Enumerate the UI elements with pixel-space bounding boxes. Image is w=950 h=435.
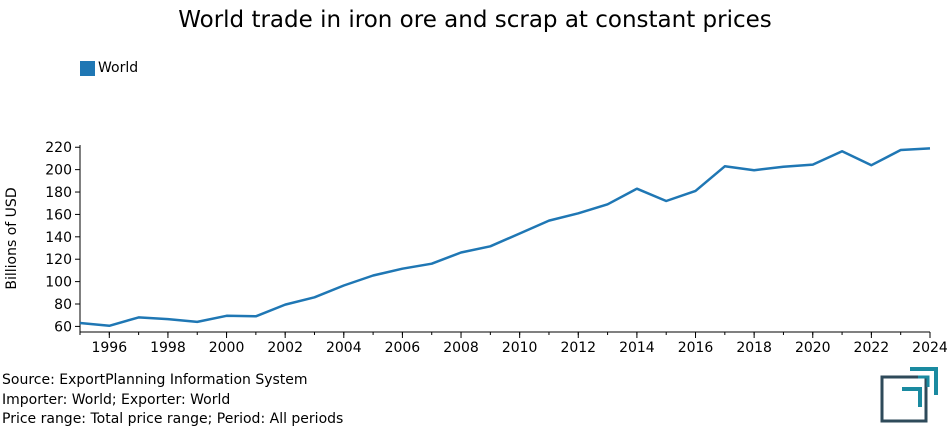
- importer-exporter-line: Importer: World; Exporter: World: [2, 391, 231, 408]
- logo-arrow-inner: [902, 387, 922, 407]
- y-tick-label: 180: [45, 185, 72, 201]
- x-tick-label: 2008: [443, 340, 479, 356]
- x-tick-label: 2018: [736, 340, 772, 356]
- series-line-world: [79, 147, 931, 328]
- x-tick-label: 2010: [502, 340, 538, 356]
- y-axis-label: Billions of USD: [4, 187, 20, 289]
- exportplanning-logo-icon: [880, 367, 938, 423]
- logo-arrow-outer: [910, 367, 938, 395]
- x-tick-label: 2000: [209, 340, 245, 356]
- y-tick-label: 100: [45, 275, 72, 291]
- logo-arrow-mid: [918, 375, 930, 387]
- line-chart: 60 80 100 120 140 160 180 200 220 1996 1998 2000 200…: [4, 140, 948, 356]
- legend: World: [80, 60, 138, 76]
- x-tick-label: 2016: [678, 340, 714, 356]
- y-tick-label: 140: [45, 230, 72, 246]
- x-tick-label: 2020: [795, 340, 831, 356]
- x-tick-label: 2012: [560, 340, 596, 356]
- legend-swatch: [80, 60, 95, 76]
- x-tick-label: 2004: [326, 340, 362, 356]
- price-range-line: Price range: Total price range; Period: …: [2, 411, 344, 427]
- x-tick-label: 2024: [912, 340, 948, 356]
- source-notes: Source: ExportPlanning Information Syste…: [2, 371, 343, 430]
- y-tick-label: 200: [45, 163, 72, 179]
- y-tick-label: 80: [54, 297, 72, 313]
- x-tick-label: 2014: [619, 340, 655, 356]
- x-tick-label: 2006: [385, 340, 421, 356]
- y-tick-label: 60: [54, 319, 72, 335]
- x-tick-label: 2002: [267, 340, 303, 356]
- x-tick-label: 1998: [150, 340, 186, 356]
- source-line: Source: ExportPlanning Information Syste…: [2, 372, 308, 388]
- logo-square: [880, 375, 928, 423]
- x-tick-label: 1996: [91, 340, 127, 356]
- y-tick-label: 220: [45, 140, 72, 156]
- y-tick-label: 160: [45, 207, 72, 223]
- x-tick-label: 2022: [854, 340, 890, 356]
- legend-label: World: [98, 60, 139, 76]
- y-tick-label: 120: [45, 252, 72, 268]
- chart-title: World trade in iron ore and scrap at con…: [178, 7, 772, 33]
